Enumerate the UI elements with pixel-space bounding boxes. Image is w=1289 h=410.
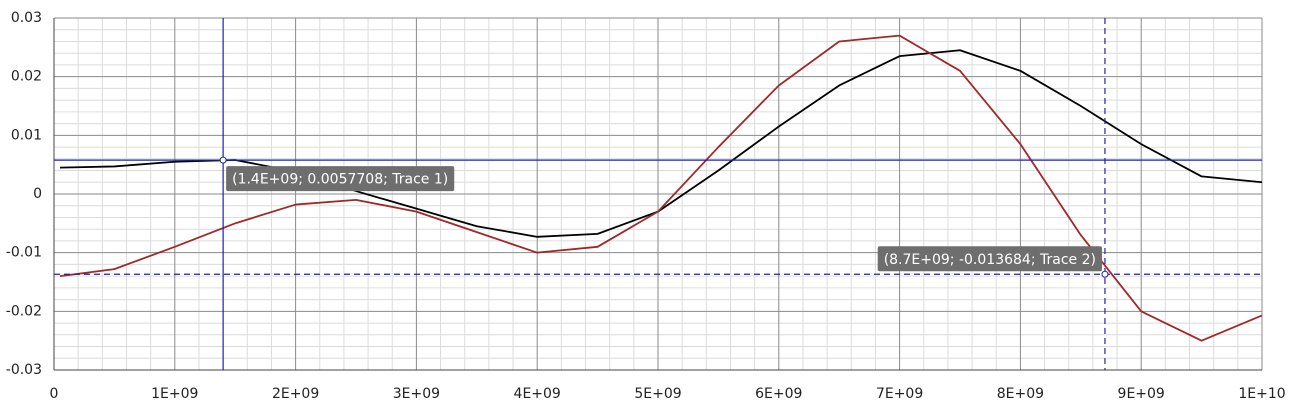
y-tick-label: 0 (33, 186, 42, 202)
x-tick-label: 5E+09 (634, 386, 681, 402)
x-tick-label: 4E+09 (514, 386, 561, 402)
x-tick-label: 7E+09 (876, 386, 923, 402)
annotation-text: (8.7E+09; -0.013684; Trace 2) (884, 252, 1096, 268)
annotation-box (226, 166, 455, 192)
y-tick-label: -0.02 (6, 303, 42, 319)
y-tick-label: 0.02 (11, 69, 42, 85)
annotation-box (877, 246, 1102, 272)
x-tick-label: 8E+09 (997, 386, 1044, 402)
x-tick-label: 2E+09 (272, 386, 319, 402)
x-tick-label: 1E+10 (1238, 386, 1285, 402)
y-tick-label: 0.03 (11, 10, 42, 26)
x-tick-label: 6E+09 (755, 386, 802, 402)
trace-line (59, 34, 1263, 342)
cursor-point (219, 156, 227, 164)
x-tick-label: 0 (50, 386, 59, 402)
cursor-point (1101, 270, 1109, 278)
y-tick-label: 0.01 (11, 127, 42, 143)
annotation-text: (1.4E+09; 0.0057708; Trace 1) (232, 172, 448, 188)
x-tick-label: 9E+09 (1118, 386, 1165, 402)
y-tick-label: -0.03 (6, 362, 42, 378)
x-tick-label: 1E+09 (151, 386, 198, 402)
y-tick-label: -0.01 (6, 245, 42, 261)
x-tick-label: 3E+09 (393, 386, 440, 402)
